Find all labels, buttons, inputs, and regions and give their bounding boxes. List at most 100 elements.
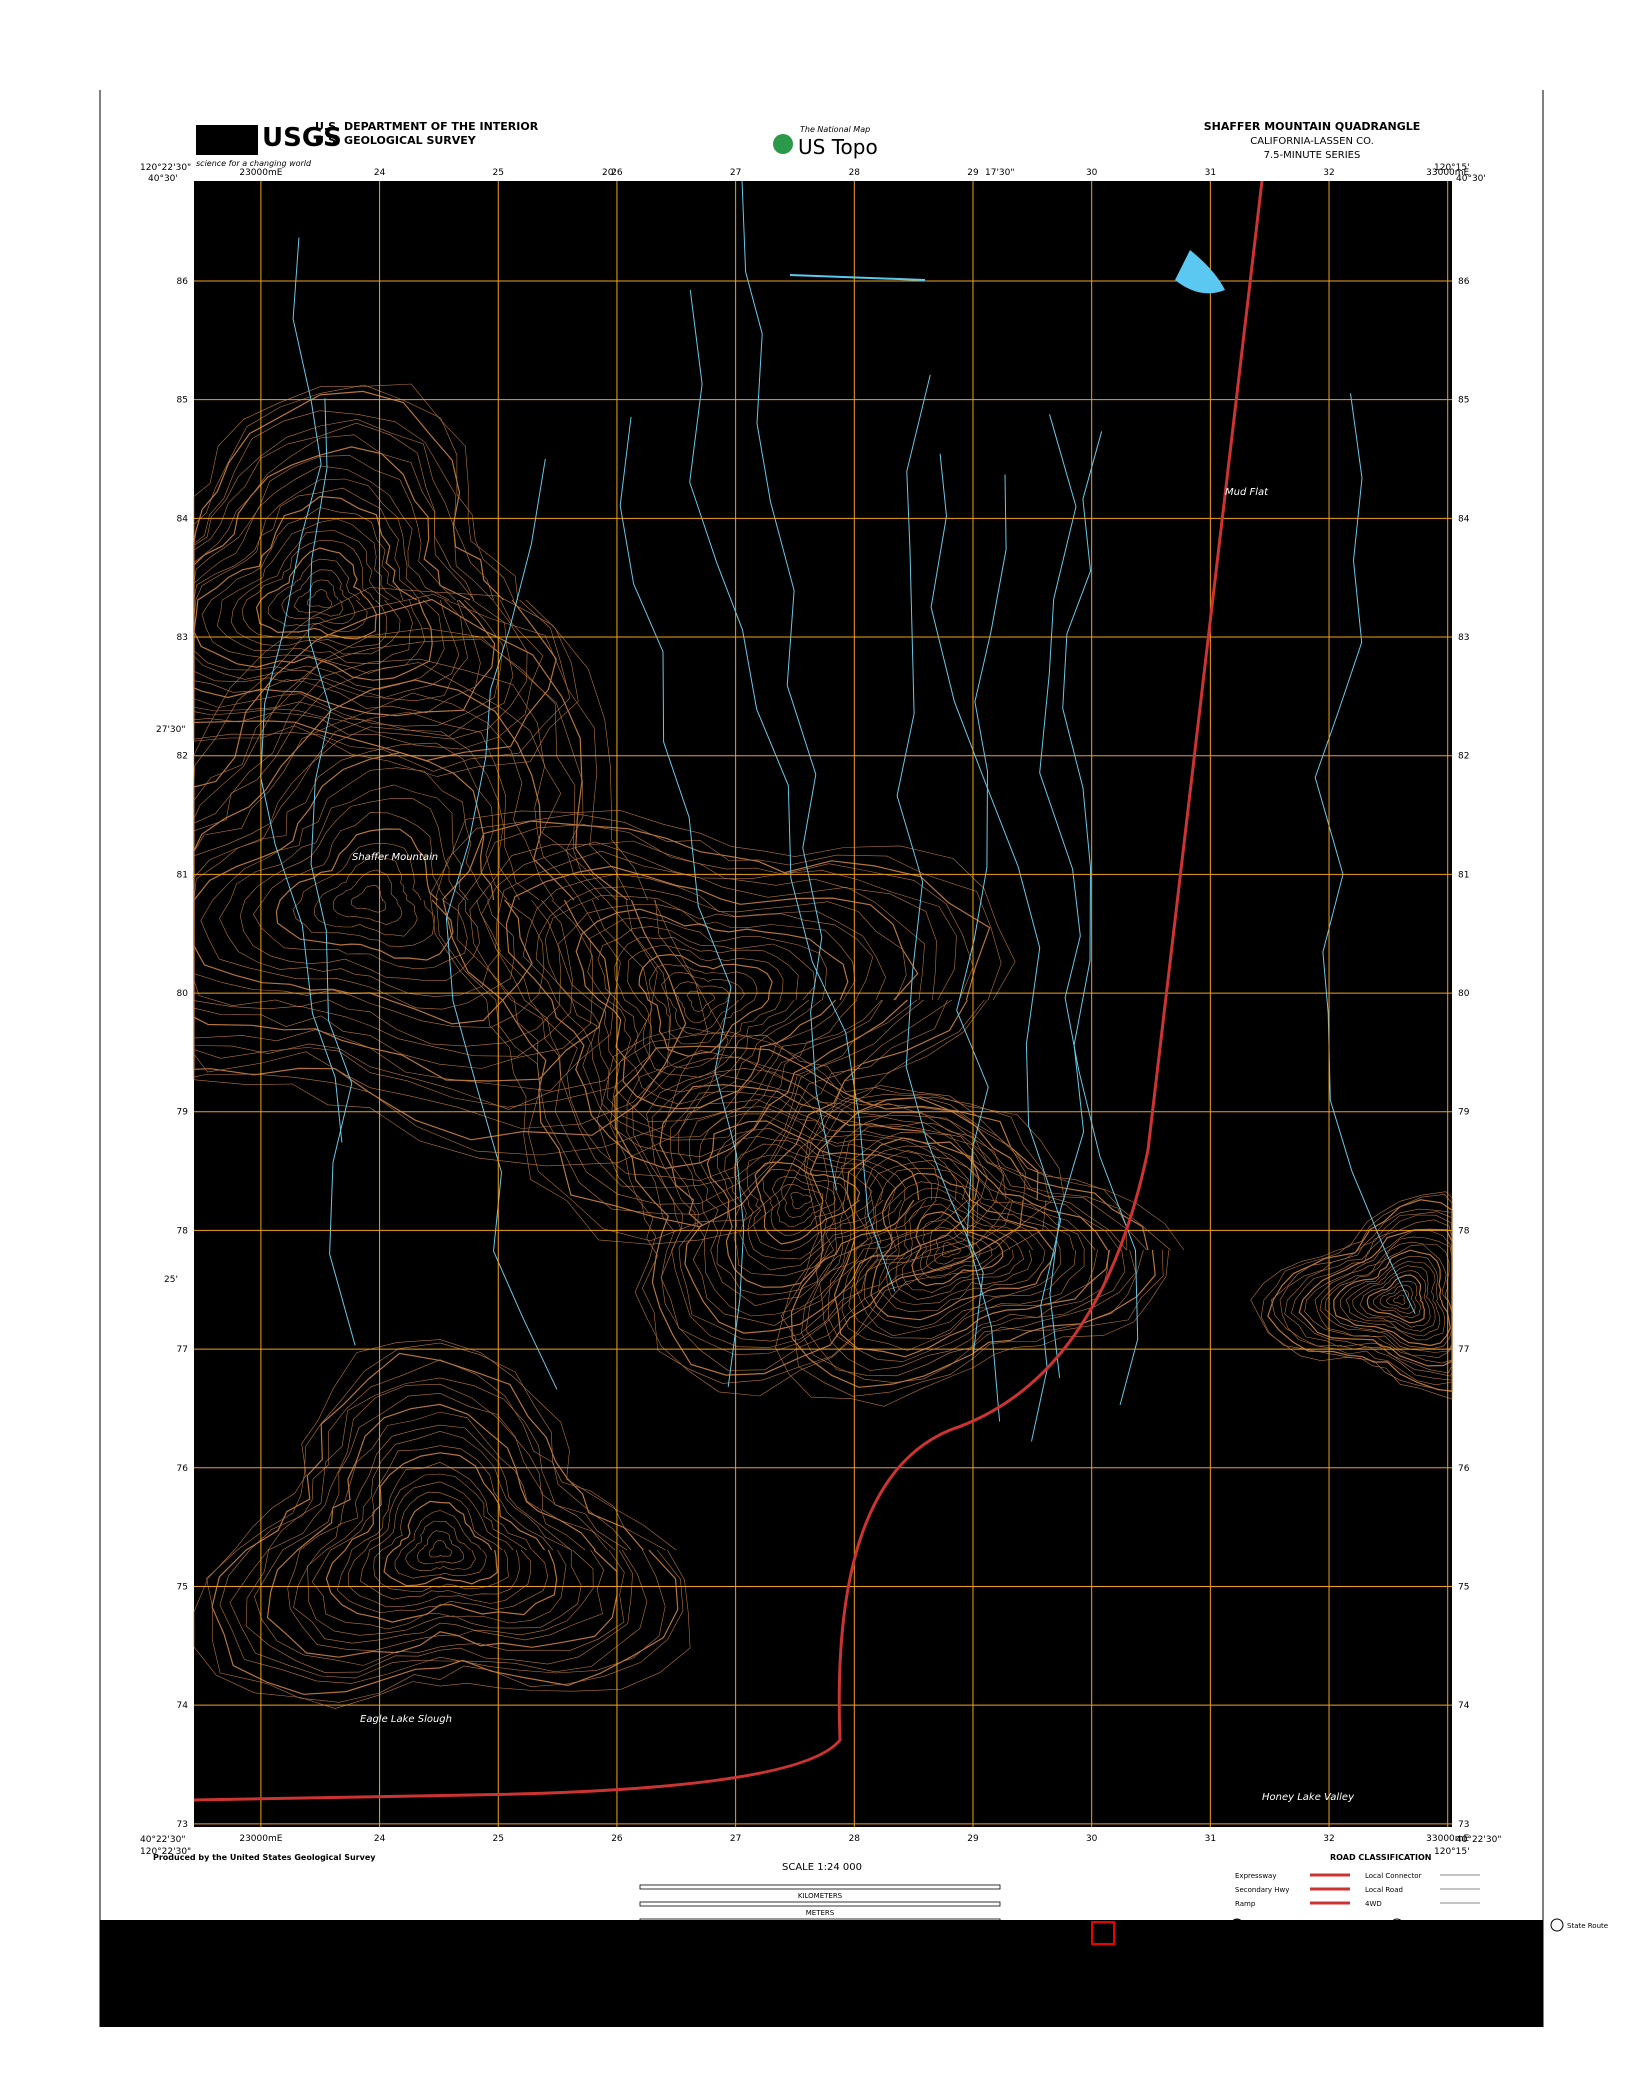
contour [337,1461,549,1614]
lat-tick: 27'30" [156,725,186,735]
road-label: Expressway [1235,1872,1277,1880]
map-frame [194,181,1452,1827]
series: 7.5-MINUTE SERIES [1264,150,1361,161]
contour [435,813,1002,1242]
place: Mud Flat [1225,487,1269,498]
tagline: science for a changing world [196,159,312,168]
scale: SCALE 1:24 000 [782,1862,862,1873]
state: CALIFORNIA-LASSEN CO. [1250,136,1374,147]
contour [673,981,730,1024]
contour [855,1159,1076,1337]
producer: Produced by the United States Geological… [153,1853,376,1862]
lake [1175,250,1225,294]
footer-band [100,1920,1543,2027]
contour [332,869,403,926]
contour [351,885,386,913]
lat-tick: 25' [164,1275,178,1285]
contour [481,841,937,1189]
contour [575,908,849,1110]
northing-label: 86 [1458,277,1470,287]
contour [1366,1274,1425,1324]
easting-label: 33000mE [1426,168,1469,178]
contour [911,1211,1004,1287]
contour [219,1359,666,1684]
stream [445,458,558,1390]
northing-label: 86 [177,277,189,287]
easting-label: 32 [1323,1834,1334,1844]
easting-label: 27 [730,168,741,178]
contour [1290,1219,1453,1374]
northing-label: 82 [177,752,188,762]
contour [775,1085,1185,1407]
contour [941,1242,961,1258]
contour [1392,1294,1406,1305]
contour [648,963,758,1045]
contour [805,1112,1137,1377]
northing-label: 80 [177,989,189,999]
contour [544,895,874,1138]
contour [632,1056,1011,1355]
stream [741,180,838,1191]
contour [253,1392,625,1666]
contour [1319,1241,1453,1353]
stream [619,416,745,1387]
northing-label: 73 [1458,1820,1469,1830]
contour [609,1031,1053,1384]
grid: 23000mE 23000mE 24 24 25 25 26 26 27 27 28 28 29 29 30… [177,168,1470,1844]
marker [1091,1921,1115,1945]
easting-label: 24 [374,168,386,178]
contour [416,1530,465,1565]
contour [1372,1280,1422,1319]
corner: 40°30' [1456,174,1486,184]
contour [193,383,579,777]
scale-bar [639,1884,1001,1890]
contour [230,530,401,655]
contour [267,558,368,632]
contour [1339,1256,1446,1341]
contour [878,1181,1046,1313]
contours [193,180,1453,1709]
easting-label: 23000mE [239,168,282,178]
northing-label: 83 [1458,633,1469,643]
northing-label: 78 [1458,1226,1470,1236]
northing-label: 77 [1458,1345,1469,1355]
contour [245,1383,633,1673]
contour [1386,1289,1411,1310]
contour [1333,1249,1451,1347]
northing-label: 81 [177,870,188,880]
contour [587,917,827,1105]
contour [841,1145,1098,1351]
contour [219,784,501,997]
contour [1352,1265,1436,1332]
easting-label: 26 [611,168,623,178]
contour [495,850,925,1181]
contour [241,540,388,648]
contour [211,1352,679,1695]
contour [193,487,445,690]
easting-label: 28 [849,168,861,178]
contour [819,1121,1127,1371]
scale-unit: KILOMETERS [798,1892,843,1900]
stream [689,289,896,1292]
contour [360,1481,520,1600]
contour [717,1127,906,1277]
northing-label: 82 [1458,752,1469,762]
easting-label: 28 [849,1834,861,1844]
road-title: ROAD CLASSIFICATION [1330,1853,1431,1862]
stream [1039,414,1139,1406]
contour [313,856,418,937]
contour [1359,1270,1431,1328]
northing-label: 85 [1458,396,1469,406]
tnm: The National Map [800,125,870,134]
contour [287,1411,605,1652]
easting-label: 25 [493,168,504,178]
title: SHAFFER MOUNTAIN QUADRANGLE [1204,120,1421,133]
northing-label: 79 [177,1108,189,1118]
contour [1324,1244,1453,1350]
contour [201,507,426,674]
lon-tick: 17'30" [985,168,1015,178]
northing-label: 74 [1458,1701,1470,1711]
road-label: Secondary Hwy [1235,1886,1289,1894]
